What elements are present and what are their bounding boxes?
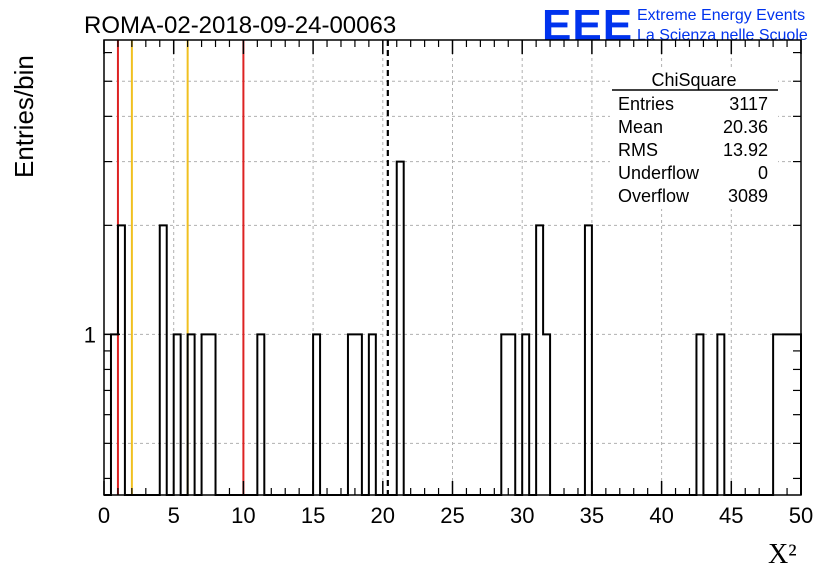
stats-row-mean: Mean 20.36 [618,117,768,137]
x-axis-ticks: 0 5 10 15 20 25 30 35 40 45 50 [98,40,813,528]
stats-value: 3117 [729,94,768,114]
stats-value: 3089 [728,186,768,206]
eee-logo-line2: La Scienza nelle Scuole [637,27,808,44]
stats-row-underflow: Underflow 0 [618,163,768,183]
eee-logo-line1: Extreme Energy Events [637,7,805,24]
x-tick-label: 40 [649,503,673,528]
x-tick-label: 20 [371,503,395,528]
x-tick-label: 45 [719,503,743,528]
y-tick-label: 1 [84,322,96,347]
stats-label: RMS [618,140,658,160]
x-axis-label: X² [768,539,797,570]
stats-label: Entries [618,94,674,114]
stats-box: ChiSquare Entries 3117 Mean 20.36 RMS 13… [610,67,778,209]
chart-title: ROMA-02-2018-09-24-00063 [84,12,396,39]
stats-label: Underflow [618,163,700,183]
eee-logo-mark: EEE [542,1,633,50]
stats-value: 20.36 [723,117,768,137]
x-tick-label: 50 [789,503,813,528]
x-tick-label: 5 [168,503,180,528]
x-tick-label: 30 [510,503,534,528]
stats-row-overflow: Overflow 3089 [618,186,768,206]
stats-value: 13.92 [723,140,768,160]
stats-label: Mean [618,117,663,137]
x-tick-label: 0 [98,503,110,528]
stats-value: 0 [758,163,768,183]
stats-row-entries: Entries 3117 [618,94,768,114]
stats-row-rms: RMS 13.92 [618,140,768,160]
x-tick-label: 10 [231,503,255,528]
x-tick-label: 25 [440,503,464,528]
x-tick-label: 15 [301,503,325,528]
y-axis-ticks: 1 [84,51,801,480]
stats-label: Overflow [618,186,690,206]
y-axis-label: Entries/bin [9,55,39,178]
stats-title: ChiSquare [651,70,736,90]
x-tick-label: 35 [580,503,604,528]
